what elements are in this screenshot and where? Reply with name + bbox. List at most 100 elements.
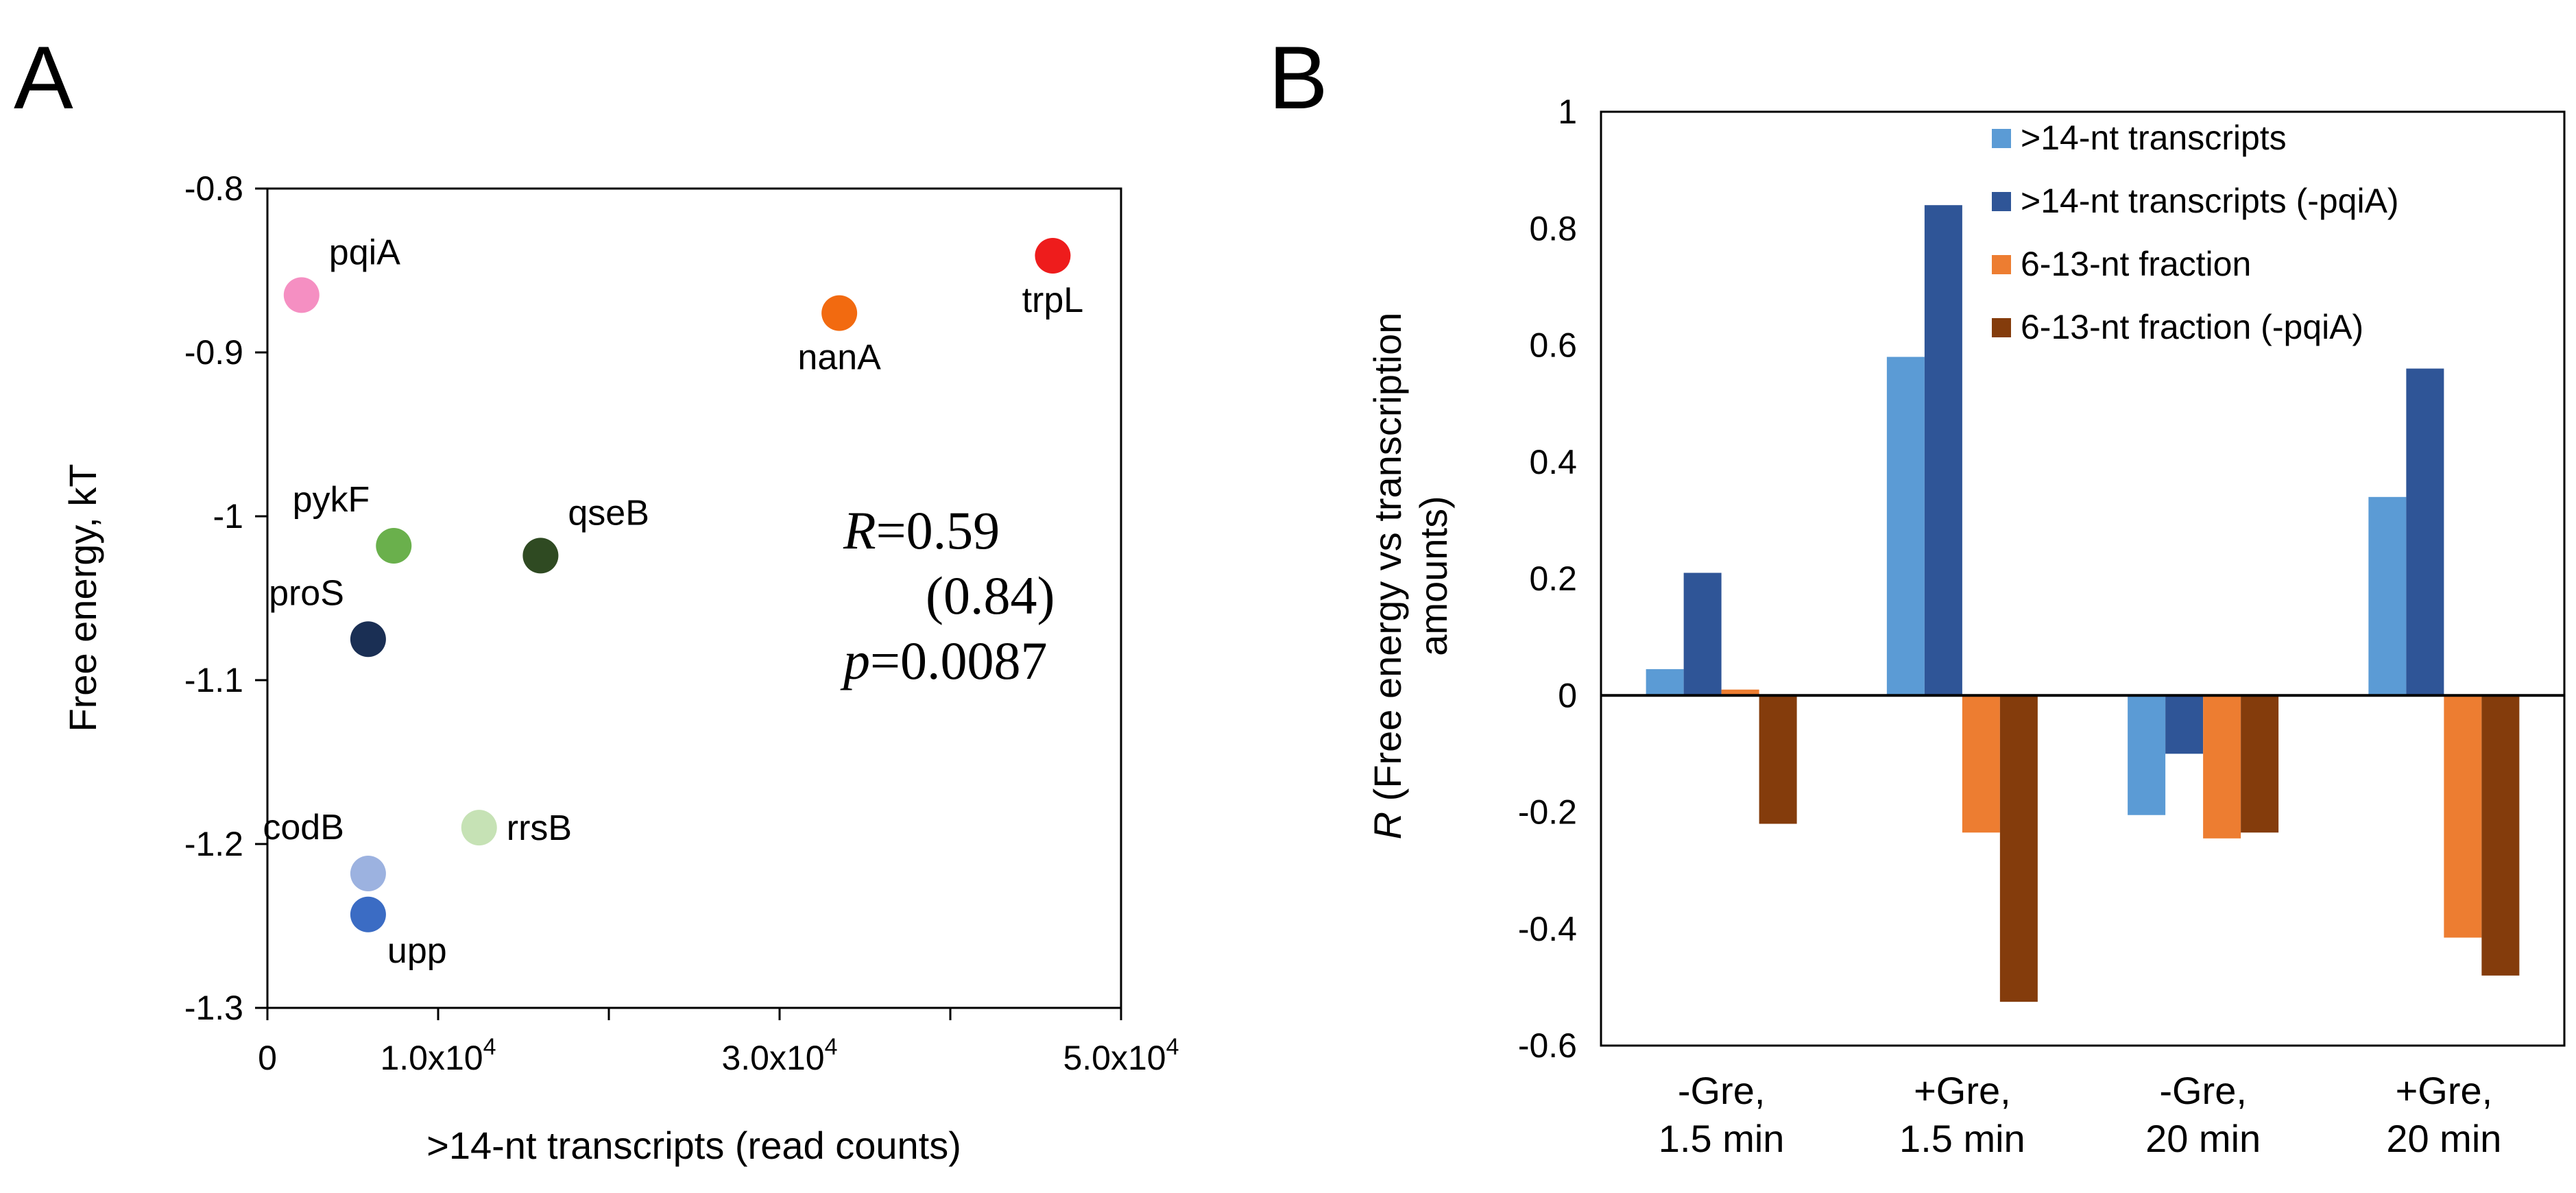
bar-category-label-line2: 20 min [2145,1117,2261,1160]
scatter-point-proS [350,621,386,658]
scatter-point-label-nanA: nanA [797,338,881,378]
bar-category-label-line2: 1.5 min [1899,1117,2025,1160]
scatter-x-tick-label: 3.0x104 [721,1034,837,1077]
scatter-y-tick-label: -1.2 [184,825,243,863]
bar-category-label-line2: 20 min [2386,1117,2501,1160]
bar-y-tick-label: -0.4 [1518,910,1577,948]
scatter-x-tick-exponent: 4 [1166,1034,1179,1060]
scatter-x-axis-title: >14-nt transcripts (read counts) [426,1124,961,1167]
bar-3-0 [1759,695,1797,824]
scatter-point-label-qseB: qseB [568,493,649,533]
panel-label-a: A [14,27,73,128]
legend-swatch-1 [1992,192,2011,211]
r-secondary-value: (0.84) [926,566,1055,625]
bar-y-tick-label: 0 [1558,676,1577,714]
scatter-point-pykF [376,528,412,564]
scatter-point-qseB [522,538,559,574]
scatter-x-tick-label: 5.0x104 [1063,1034,1179,1077]
bar-1-3 [2406,368,2444,696]
bar-0-1 [1886,357,1925,696]
bar-2-3 [2444,695,2482,938]
bar-2-1 [1962,695,2000,833]
scatter-y-axis: -0.8 -0.9 -1 -1.1 -1.2 -1.3 [184,169,267,1027]
bar-3-3 [2481,695,2520,976]
r-symbol: R [843,501,876,560]
scatter-point-codB [350,856,386,892]
bar-y-axis-title-line1: (Free energy vs transcription [1366,313,1409,812]
scatter-x-tick-exponent: 4 [483,1034,496,1060]
bar-category-label-line1: +Gre, [1914,1069,2011,1112]
legend-label-0: >14-nt transcripts [2021,119,2287,157]
scatter-x-tick-label: 0 [258,1039,277,1077]
scatter-x-tick-mantissa: 5.0x10 [1063,1039,1166,1077]
scatter-point-upp [350,896,386,932]
scatter-point-nanA [821,295,858,331]
r-value-text: R=0.59 [843,501,1000,560]
bar-0-3 [2368,496,2407,696]
bar-y-tick-label: 0.2 [1529,559,1577,598]
bar-y-tick-label: 0.6 [1529,326,1577,365]
scatter-x-tick-exponent: 4 [825,1034,838,1060]
bar-1-0 [1683,573,1722,696]
bar-plot-frame [1600,110,2566,1047]
scatter-point-rrsB [461,810,497,846]
bar-series [1646,205,2520,1002]
scatter-y-tick-label: -1.1 [184,661,243,699]
bar-y-tick-label: -0.2 [1518,793,1577,832]
bar-category-label-line1: +Gre, [2396,1069,2493,1112]
scatter-y-axis-title: Free energy, kT [61,463,104,732]
scatter-points: pqiA nanA trpL pykF qseB proS rrsB codB upp [263,232,1083,970]
bar-0-0 [1646,668,1684,696]
legend-label-3: 6-13-nt fraction (-pqiA) [2021,308,2363,346]
scatter-point-label-upp: upp [387,931,447,971]
bar-y-axis: 1 0.8 0.6 0.4 0.2 0 -0.2 -0.4 -0.6 [1518,93,1577,1065]
scatter-y-tick-label: -1 [213,497,243,535]
p-value: =0.0087 [870,631,1048,690]
scatter-point-trpL [1035,237,1071,274]
bar-1-2 [2165,695,2204,754]
scatter-point-label-proS: proS [269,573,344,613]
scatter-point-label-pykF: pykF [293,480,370,520]
bar-category-label-line1: -Gre, [2159,1069,2247,1112]
scatter-point-label-rrsB: rrsB [507,808,572,848]
bar-y-tick-label: 1 [1558,93,1577,131]
scatter-x-tick-mantissa: 1.0x10 [380,1039,483,1077]
scatter-y-tick-label: -0.8 [184,169,243,208]
bar-category-label-line2: 1.5 min [1659,1117,1785,1160]
scatter-plot-frame [266,187,1122,1009]
legend-label-2: 6-13-nt fraction [2021,245,2251,283]
scatter-point-pqiA [283,277,320,313]
legend-swatch-2 [1992,255,2011,274]
scatter-point-label-codB: codB [263,808,344,847]
bar-1-1 [1924,205,1962,696]
bar-x-axis: -Gre, 1.5 min +Gre, 1.5 min -Gre, 20 min +Gre,… [1659,1069,2502,1160]
r-value: =0.59 [876,501,1000,560]
scatter-point-label-pqiA: pqiA [329,232,400,272]
bar-y-tick-label: 0.4 [1529,443,1577,481]
bar-y-axis-title-symbol: R [1366,812,1409,839]
panel-label-b: B [1268,27,1328,128]
scatter-y-tick-label: -1.3 [184,989,243,1027]
bar-3-2 [2241,695,2279,833]
bar-y-axis-title: R (Free energy vs transcription [1366,313,1409,840]
scatter-x-axis: 0 1.0x104 3.0x104 5.0x104 [258,1008,1179,1077]
correlation-annotation: R=0.59 (0.84) p=0.0087 [840,501,1055,690]
bar-y-axis-title-line2: amounts) [1412,496,1455,655]
bar-chart: 1 0.8 0.6 0.4 0.2 0 -0.2 -0.4 -0.6 -Gre, 1.5 min +… [1366,93,2566,1160]
legend-label-1: >14-nt transcripts (-pqiA) [2021,182,2399,220]
scatter-chart: -0.8-0.9-1-1.1-1.2-1.3 0 1.0x104 3.0x104 5.… [61,169,1179,1167]
legend-swatch-3 [1992,318,2011,337]
bar-3-1 [1999,695,2038,1002]
scatter-x-tick-label: 1.0x104 [380,1034,496,1077]
scatter-y-tick-label: -0.9 [184,333,243,372]
bar-legend: >14-nt transcripts >14-nt transcripts (-p… [1992,119,2399,346]
p-symbol: p [840,631,870,690]
p-value-text: p=0.0087 [840,631,1048,690]
bar-0-2 [2128,695,2166,815]
bar-y-tick-label: 0.8 [1529,209,1577,248]
scatter-point-label-trpL: trpL [1022,280,1084,320]
scatter-x-tick-mantissa: 3.0x10 [721,1039,824,1077]
bar-y-tick-label: -0.6 [1518,1026,1577,1065]
bar-2-0 [1721,689,1759,696]
